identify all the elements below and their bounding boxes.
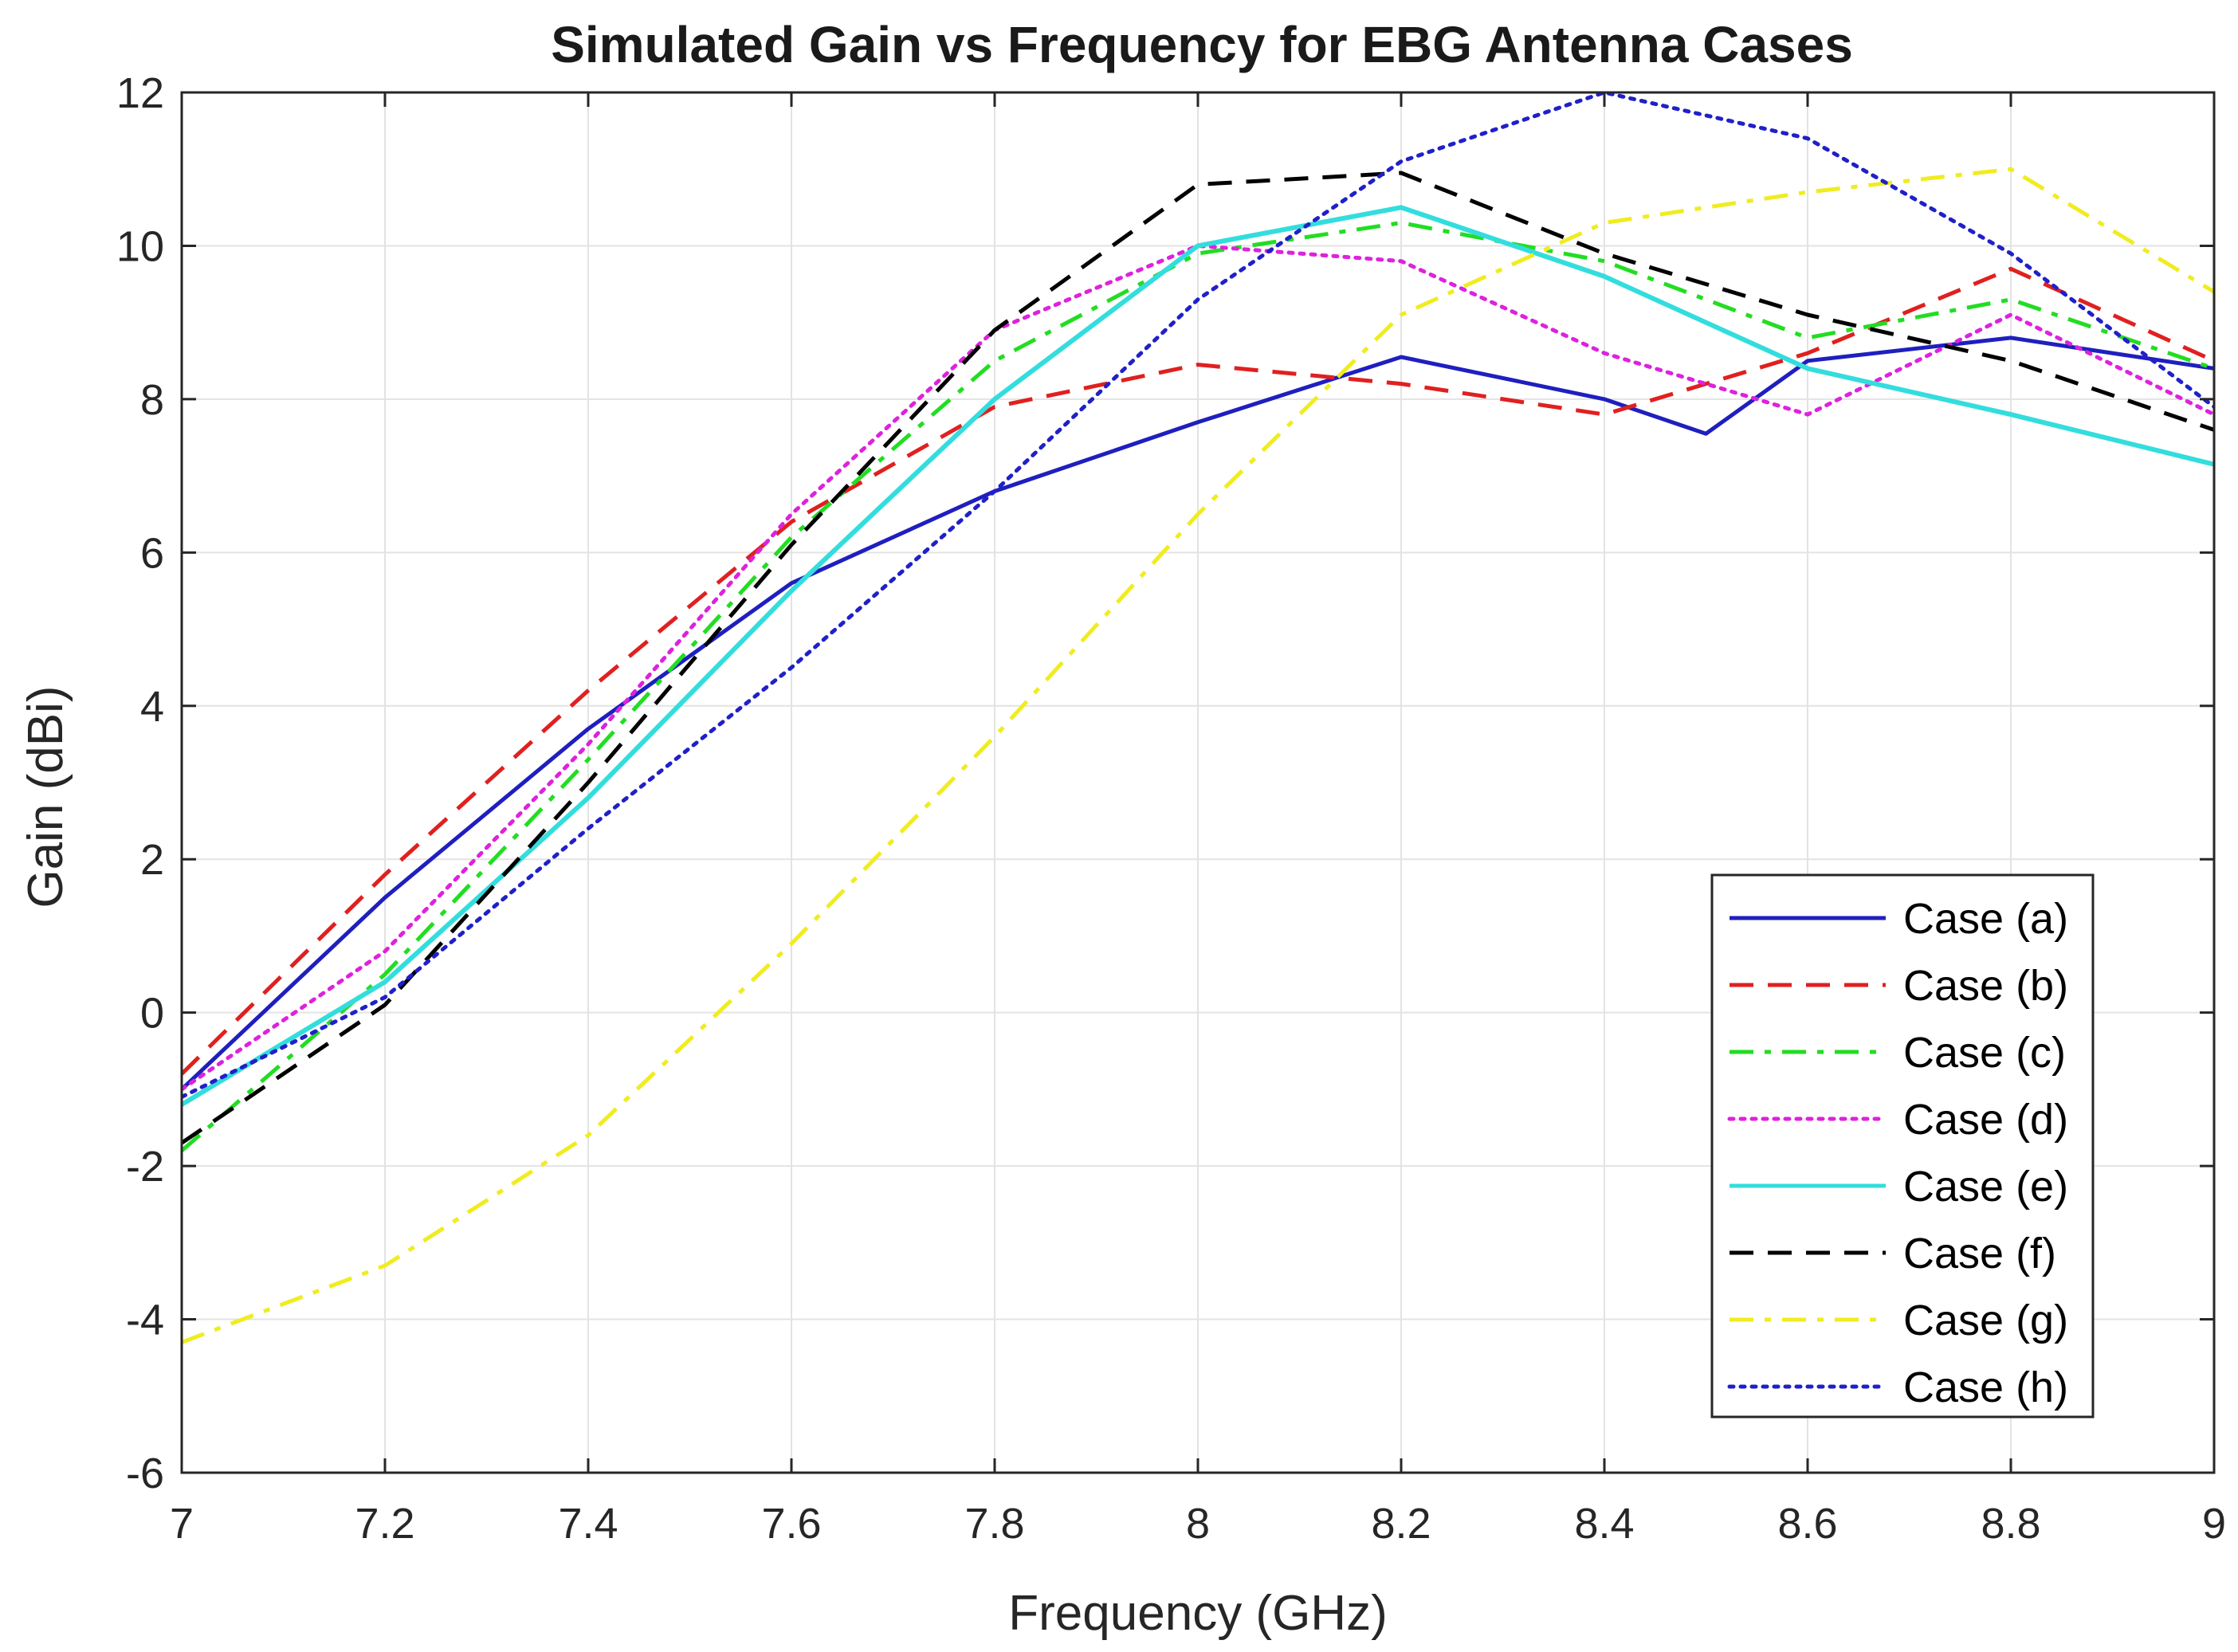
y-tick-label: 10 xyxy=(116,222,164,270)
legend-label: Case (g) xyxy=(1903,1297,2068,1344)
x-tick-label: 8.2 xyxy=(1371,1500,1431,1548)
legend-label: Case (d) xyxy=(1903,1096,2068,1144)
x-tick-label: 9 xyxy=(2202,1500,2226,1548)
chart-title: Simulated Gain vs Frequency for EBG Ante… xyxy=(551,16,1853,73)
series-line-a xyxy=(182,336,2214,1091)
y-tick-label: -6 xyxy=(126,1450,164,1497)
series-line-c xyxy=(182,221,2214,1152)
series-line-f xyxy=(182,171,2214,1145)
y-tick-label: 0 xyxy=(140,990,164,1038)
legend-label: Case (a) xyxy=(1903,895,2068,943)
x-tick-label: 7.4 xyxy=(558,1500,618,1548)
x-tick-label: 7.2 xyxy=(355,1500,414,1548)
legend-label: Case (c) xyxy=(1903,1029,2066,1077)
y-tick-label: -2 xyxy=(126,1143,164,1191)
y-tick-label: 8 xyxy=(140,376,164,424)
x-axis-label: Frequency (GHz) xyxy=(1008,1586,1387,1641)
y-tick-label: 4 xyxy=(140,683,164,731)
y-axis-label: Gain (dBi) xyxy=(18,685,73,908)
series-line-h xyxy=(182,90,2214,1099)
legend-label: Case (e) xyxy=(1903,1163,2068,1211)
x-tick-label: 8 xyxy=(1186,1500,1210,1548)
x-tick-label: 8.8 xyxy=(1981,1500,2040,1548)
x-tick-label: 7 xyxy=(170,1500,194,1548)
y-tick-label: 6 xyxy=(140,529,164,577)
legend-label: Case (b) xyxy=(1903,962,2068,1010)
x-tick-label: 7.6 xyxy=(761,1500,821,1548)
legend-label: Case (h) xyxy=(1903,1364,2068,1411)
legend-label: Case (f) xyxy=(1903,1230,2056,1277)
legend: Case (a) Case (b) Case (c) Case (d) Case (e)… xyxy=(1710,873,2095,1419)
y-tick-label: 2 xyxy=(140,836,164,884)
series-line-g xyxy=(182,167,2214,1344)
x-tick-label: 8.4 xyxy=(1574,1500,1634,1548)
series-layer xyxy=(182,90,2214,1344)
ticks: 7 7.2 7.4 7.6 7.8 8 8.2 8.4 8.6 8.8 9 -6 -4 -2 0 2 4 6 8 10… xyxy=(116,69,2226,1548)
x-tick-label: 8.6 xyxy=(1777,1500,1837,1548)
x-tick-label: 7.8 xyxy=(964,1500,1024,1548)
y-tick-label: 12 xyxy=(116,69,164,117)
y-tick-label: -4 xyxy=(126,1297,164,1344)
legend-box xyxy=(1710,873,2095,1419)
